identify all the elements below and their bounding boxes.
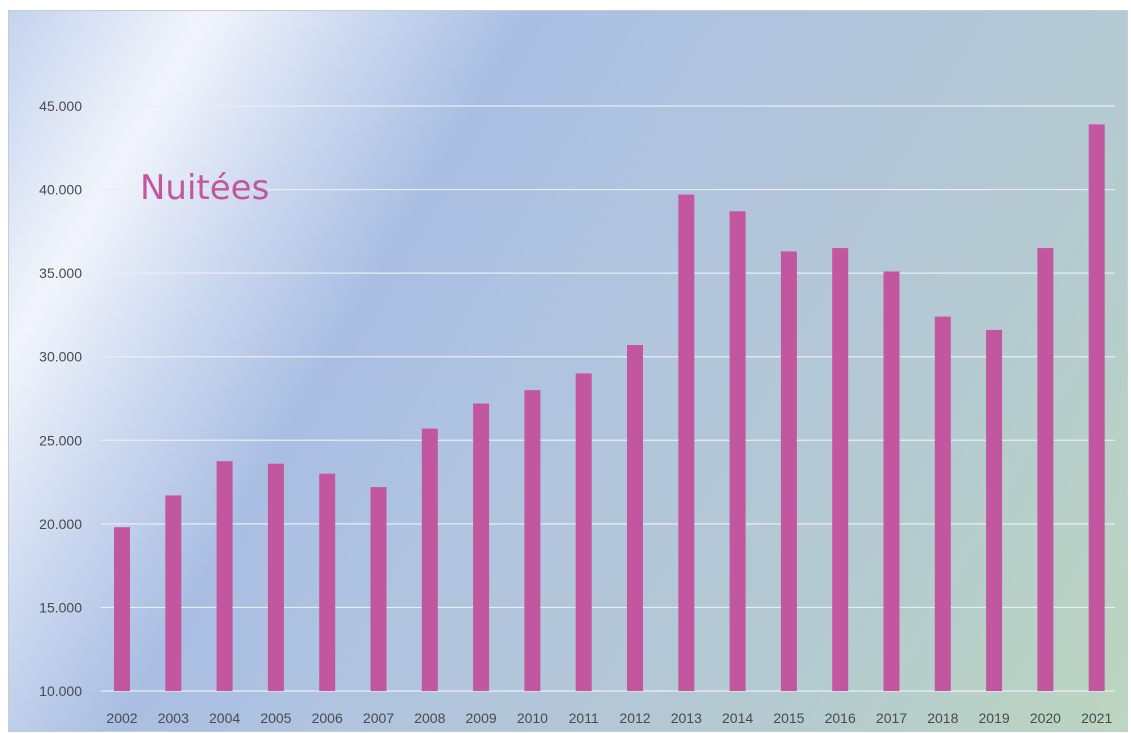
y-tick-label: 10.000 xyxy=(39,683,82,699)
bars xyxy=(114,124,1105,692)
bar-2020 xyxy=(1037,248,1054,692)
bar-2017 xyxy=(883,271,900,691)
x-axis-ticks: 2002 2003 2004 2005 2006 2007 2008 2009 2010 2011… xyxy=(106,710,1112,726)
y-tick-label: 20.000 xyxy=(39,516,82,532)
bar-2004 xyxy=(216,461,233,691)
bar-2014 xyxy=(729,211,746,692)
bar-2016 xyxy=(832,248,849,692)
bar-2021 xyxy=(1088,124,1105,691)
bar-2007 xyxy=(370,487,387,691)
bar-2009 xyxy=(473,403,490,691)
y-tick-label: 30.000 xyxy=(39,349,82,365)
bar-2011 xyxy=(575,373,592,691)
bar-2003 xyxy=(165,495,182,691)
y-tick-label: 25.000 xyxy=(39,432,82,448)
x-tick-label: 2020 xyxy=(1030,710,1061,726)
x-tick-label: 2010 xyxy=(517,710,548,726)
y-tick-label: 45.000 xyxy=(39,98,82,114)
x-tick-label: 2004 xyxy=(209,710,240,726)
x-tick-label: 2015 xyxy=(773,710,804,726)
chart-area: 10.000 15.000 20.000 25.000 30.000 35.000 40.0… xyxy=(8,10,1128,732)
x-tick-label: 2009 xyxy=(466,710,497,726)
x-tick-label: 2012 xyxy=(619,710,650,726)
bar-2005 xyxy=(267,463,284,691)
y-tick-label: 40.000 xyxy=(39,182,82,198)
x-tick-label: 2014 xyxy=(722,710,753,726)
x-tick-label: 2002 xyxy=(106,710,137,726)
x-tick-label: 2021 xyxy=(1081,710,1112,726)
bar-2006 xyxy=(319,473,336,691)
bar-2008 xyxy=(421,428,438,691)
bar-2015 xyxy=(780,251,797,691)
x-tick-label: 2003 xyxy=(158,710,189,726)
x-tick-label: 2006 xyxy=(312,710,343,726)
plot-area: 10.000 15.000 20.000 25.000 30.000 35.000 40.0… xyxy=(39,98,1115,726)
y-axis-ticks: 10.000 15.000 20.000 25.000 30.000 35.000 40.0… xyxy=(39,98,82,699)
x-tick-label: 2019 xyxy=(979,710,1010,726)
x-tick-label: 2011 xyxy=(569,710,599,726)
bar-2002 xyxy=(114,527,130,691)
x-tick-label: 2016 xyxy=(825,710,856,726)
bar-2012 xyxy=(627,345,643,691)
x-tick-label: 2013 xyxy=(671,710,702,726)
y-tick-label: 15.000 xyxy=(39,599,82,615)
bar-2013 xyxy=(678,194,695,692)
bar-2018 xyxy=(934,316,951,691)
x-tick-label: 2008 xyxy=(414,710,445,726)
y-tick-label: 35.000 xyxy=(39,265,82,281)
x-tick-label: 2005 xyxy=(260,710,291,726)
x-tick-label: 2018 xyxy=(927,710,958,726)
x-tick-label: 2017 xyxy=(876,710,907,726)
x-tick-label: 2007 xyxy=(363,710,394,726)
bar-2010 xyxy=(524,390,541,691)
bar-2019 xyxy=(986,329,1003,691)
chart-title: Nuitées xyxy=(140,168,270,208)
